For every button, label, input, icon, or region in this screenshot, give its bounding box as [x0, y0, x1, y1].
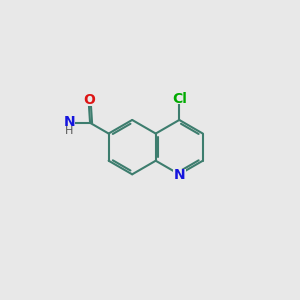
Text: Cl: Cl	[172, 92, 187, 106]
Bar	[84, 95, 95, 106]
Bar	[171, 93, 187, 104]
Bar	[64, 117, 75, 128]
Bar	[173, 169, 186, 180]
Text: N: N	[64, 115, 75, 129]
Text: N: N	[173, 168, 185, 182]
Text: H: H	[65, 126, 73, 136]
Text: O: O	[84, 93, 96, 107]
